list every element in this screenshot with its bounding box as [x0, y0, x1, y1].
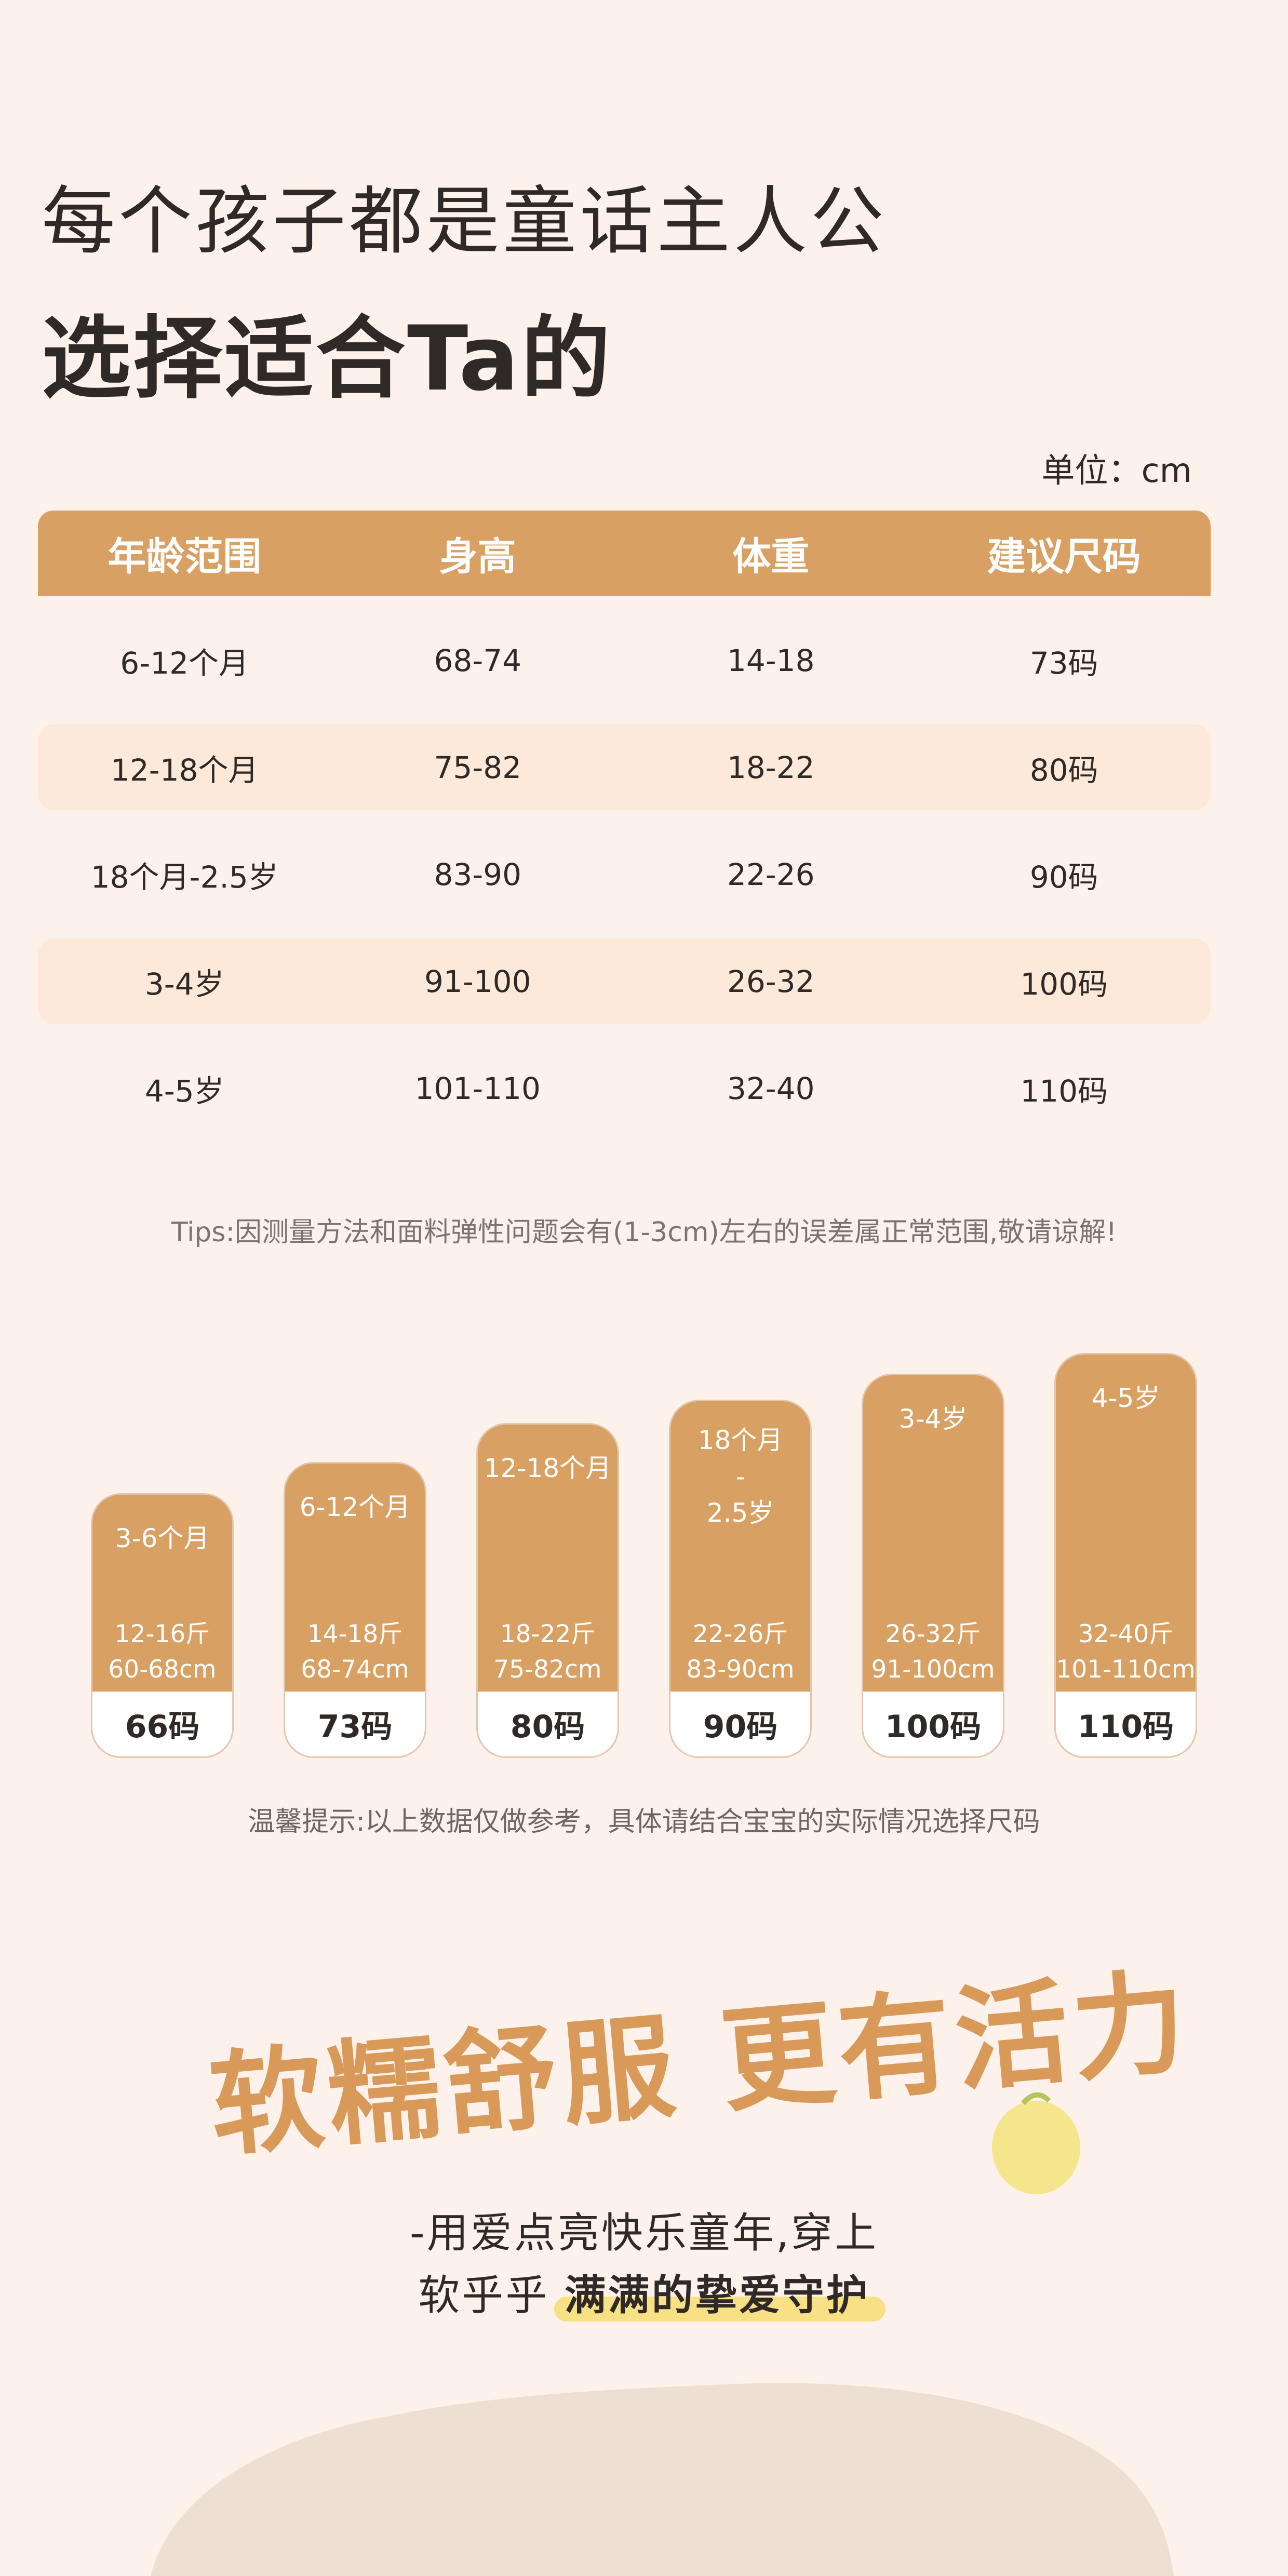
- cell-height: 75-82: [434, 749, 522, 785]
- cell-weight: 18-22: [727, 749, 815, 785]
- heading-line2: 选择适合Ta的: [42, 306, 613, 411]
- card-size: 100码: [863, 1692, 1003, 1756]
- size-card: 4-5岁 32-40斤 101-110cm 110码: [1054, 1353, 1197, 1758]
- cell-weight: 32-40: [727, 1070, 815, 1106]
- card-size: 80码: [478, 1692, 618, 1756]
- card-age: 6-12个月: [299, 1492, 411, 1522]
- cell-age: 4-5岁: [144, 1073, 224, 1109]
- cell-age: 12-18个月: [110, 752, 259, 788]
- cell-weight: 26-32: [727, 963, 815, 999]
- subline-2: 软乎乎 满满的挚爱守护: [0, 2262, 1288, 2322]
- subline-1: -用爱点亮快乐童年,穿上: [409, 2209, 879, 2257]
- card-height: 91-100cm: [871, 1655, 995, 1684]
- size-card: 3-4岁 26-32斤 91-100cm 100码: [862, 1374, 1004, 1758]
- card-size: 90码: [670, 1692, 810, 1756]
- header-age: 年龄范围: [108, 534, 262, 579]
- card-age: 12-18个月: [484, 1453, 612, 1483]
- header-weight: 体重: [732, 534, 810, 579]
- subline-2-prefix: 软乎乎: [418, 2271, 565, 2319]
- card-age: 3-4岁: [898, 1404, 968, 1434]
- cell-size: 80码: [1029, 752, 1098, 788]
- cell-age: 3-4岁: [144, 966, 224, 1002]
- card-age: 3-6个月: [115, 1523, 210, 1553]
- size-card: 12-18个月 18-22斤 75-82cm 80码: [476, 1423, 619, 1758]
- card-height: 75-82cm: [493, 1655, 602, 1684]
- card-height: 68-74cm: [301, 1655, 409, 1684]
- header-size: 建议尺码: [987, 534, 1141, 579]
- table-row: 18个月-2.5岁 83-90 22-26 90码: [38, 831, 1211, 917]
- background-blob-shape: [151, 2383, 1174, 2576]
- table-row: 3-4岁 91-100 26-32 100码: [38, 938, 1211, 1024]
- card-size: 73码: [285, 1692, 425, 1756]
- cell-age: 6-12个月: [120, 645, 249, 681]
- card-weight: 26-32斤: [885, 1620, 981, 1648]
- card-size: 66码: [92, 1692, 232, 1756]
- heading-line1: 每个孩子都是童话主人公: [42, 179, 887, 264]
- cell-size: 90码: [1029, 859, 1098, 895]
- card-size: 110码: [1056, 1692, 1196, 1756]
- reminder-note: 温馨提示:以上数据仅做参考，具体请结合宝宝的实际情况选择尺码: [248, 1806, 1040, 1837]
- subline-2-highlight: 满满的挚爱守护: [564, 2271, 870, 2319]
- cell-size: 100码: [1020, 966, 1108, 1002]
- card-age: 4-5岁: [1091, 1383, 1160, 1413]
- card-weight: 22-26斤: [692, 1620, 788, 1648]
- header-height: 身高: [439, 534, 516, 579]
- size-card: 6-12个月 14-18斤 68-74cm 73码: [284, 1462, 426, 1758]
- cell-size: 110码: [1020, 1073, 1108, 1109]
- cell-height: 83-90: [434, 856, 522, 892]
- table-row: 6-12个月 68-74 14-18 73码: [38, 618, 1211, 703]
- lemon-decoration-icon: [992, 2092, 1080, 2194]
- size-table: 年龄范围 身高 体重 建议尺码 6-12个月 68-74 14-18 73码 1…: [38, 511, 1211, 1131]
- unit-label: 单位：cm: [1041, 452, 1192, 490]
- card-height: 83-90cm: [686, 1655, 795, 1684]
- table-row: 4-5岁 101-110 32-40 110码: [38, 1045, 1211, 1131]
- cell-height: 68-74: [434, 642, 522, 678]
- table-header: 年龄范围 身高 体重 建议尺码: [38, 511, 1211, 596]
- card-height: 101-110cm: [1056, 1655, 1196, 1684]
- card-weight: 32-40斤: [1078, 1620, 1174, 1648]
- cell-height: 91-100: [424, 963, 531, 999]
- card-height: 60-68cm: [108, 1655, 217, 1684]
- cell-age: 18个月-2.5岁: [90, 859, 278, 895]
- tips-text: Tips:因测量方法和面料弹性问题会有(1-3cm)左右的误差属正常范围,敬请谅…: [171, 1217, 1117, 1248]
- cell-size: 73码: [1029, 645, 1098, 681]
- table-row: 12-18个月 75-82 18-22 80码: [38, 725, 1211, 810]
- card-age: 18个月 - 2.5岁: [697, 1425, 783, 1528]
- size-card: 3-6个月 12-16斤 60-68cm 66码: [91, 1493, 234, 1758]
- card-weight: 18-22斤: [500, 1620, 596, 1648]
- card-weight: 14-18斤: [307, 1620, 403, 1648]
- size-card: 18个月 - 2.5岁 22-26斤 83-90cm 90码: [669, 1400, 812, 1758]
- cell-weight: 14-18: [727, 642, 815, 678]
- cell-height: 101-110: [414, 1070, 541, 1106]
- cell-weight: 22-26: [727, 856, 815, 892]
- card-weight: 12-16斤: [114, 1620, 210, 1648]
